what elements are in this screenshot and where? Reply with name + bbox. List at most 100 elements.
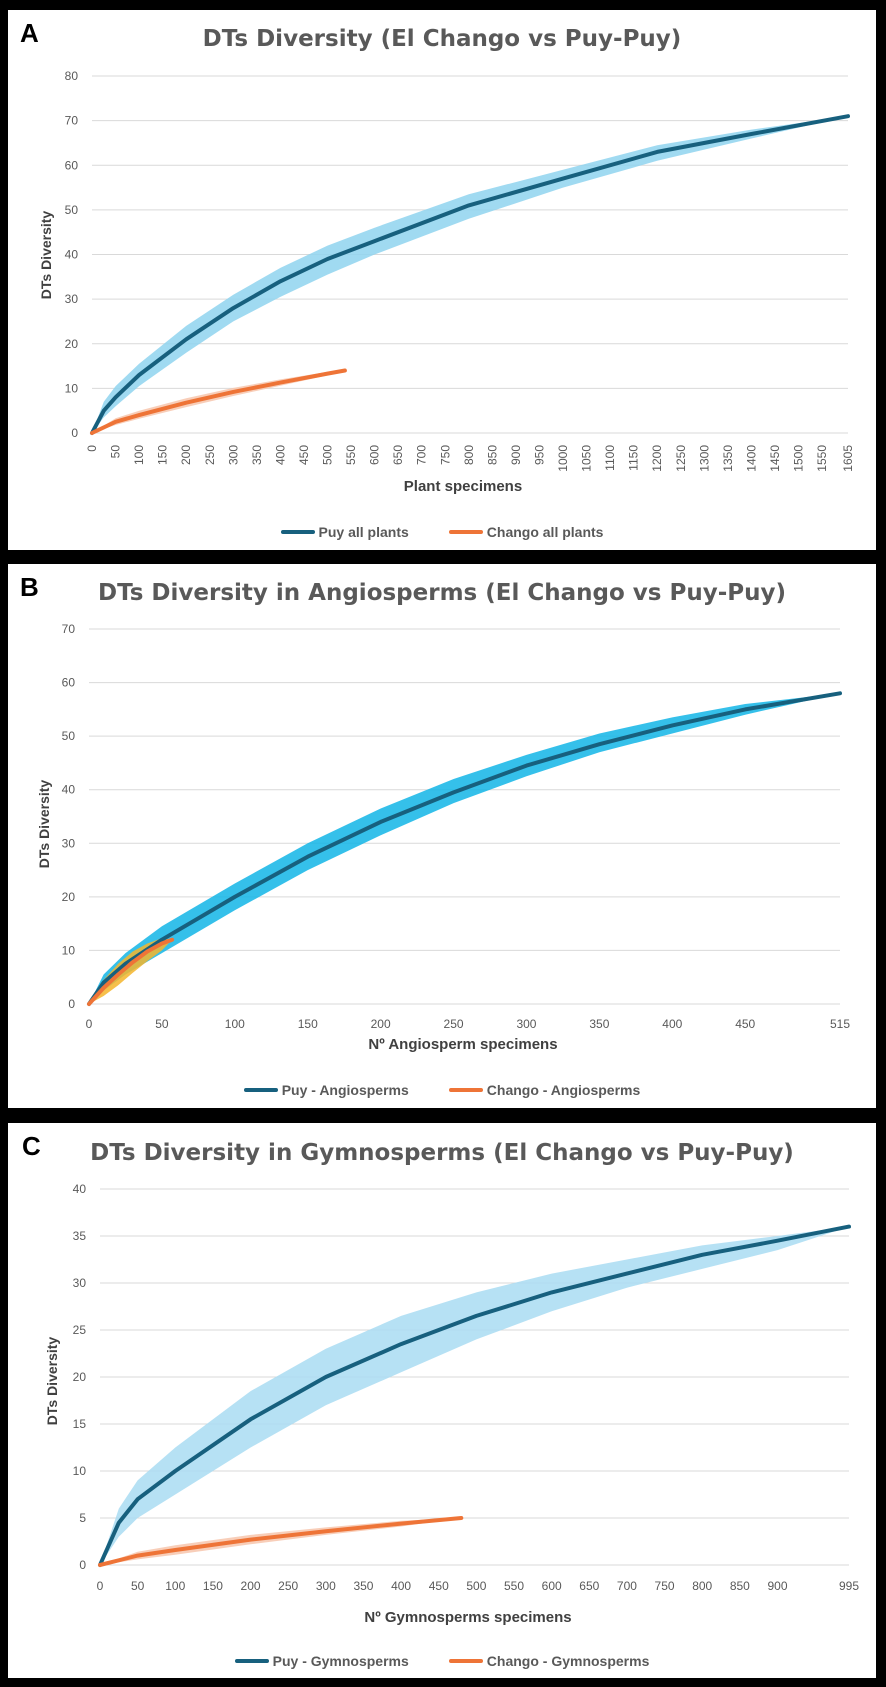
x-tick-label: 700	[415, 445, 429, 465]
x-tick-label: 850	[730, 1579, 750, 1593]
x-tick-label: 900	[509, 445, 523, 465]
legend-item: Puy all plants	[280, 524, 409, 540]
legend-label: Puy all plants	[318, 524, 409, 540]
x-tick-label: 1150	[627, 445, 641, 471]
x-tick-label: 250	[203, 445, 217, 465]
x-tick-label: 1400	[744, 445, 758, 472]
x-tick-label: 700	[617, 1579, 637, 1593]
x-tick-label: 750	[438, 445, 452, 465]
y-tick-label: 40	[62, 783, 76, 797]
chart-title: DTs Diversity in Angiosperms (El Chango …	[98, 580, 786, 606]
series-line	[98, 1224, 851, 1567]
legend-item: Puy - Angiosperms	[243, 1082, 409, 1098]
confidence-band	[89, 938, 173, 1004]
x-tick-label: 400	[391, 1579, 411, 1593]
y-tick-label: 20	[73, 1370, 87, 1384]
legend: Puy - Angiosperms Chango - Angiosperms	[8, 1082, 876, 1098]
confidence-band	[100, 1226, 849, 1565]
x-tick-label: 1300	[697, 445, 711, 472]
x-tick-label: 1250	[674, 445, 688, 472]
y-tick-label: 50	[65, 203, 79, 217]
legend-swatch	[448, 1088, 483, 1092]
x-tick-label: 800	[692, 1579, 712, 1593]
x-tick-label: 1000	[556, 445, 570, 472]
legend-swatch	[280, 530, 315, 534]
y-tick-label: 40	[65, 248, 79, 262]
x-tick-label: 150	[203, 1579, 223, 1593]
y-tick-label: 60	[65, 158, 79, 172]
legend-swatch	[243, 1088, 278, 1092]
legend-label: Chango all plants	[486, 524, 604, 540]
legend-item: Chango - Gymnosperms	[448, 1653, 650, 1669]
chart-title: DTs Diversity in Gymnosperms (El Chango …	[90, 1140, 794, 1166]
x-tick-label: 0	[97, 1579, 104, 1593]
x-tick-label: 650	[391, 445, 405, 465]
x-tick-label: 500	[466, 1579, 486, 1593]
y-tick-label: 50	[62, 729, 76, 743]
x-tick-label: 900	[767, 1579, 787, 1593]
y-tick-label: 60	[62, 676, 76, 690]
x-tick-label: 300	[316, 1579, 336, 1593]
y-tick-label: 20	[65, 337, 79, 351]
x-tick-label: 150	[156, 445, 170, 465]
x-tick-label: 400	[662, 1017, 682, 1031]
legend-label: Puy - Angiosperms	[281, 1082, 409, 1098]
x-tick-label: 450	[735, 1017, 755, 1031]
y-tick-label: 30	[62, 836, 76, 850]
x-tick-label: 100	[165, 1579, 185, 1593]
legend-label: Chango - Gymnosperms	[486, 1653, 650, 1669]
x-tick-label: 400	[273, 445, 287, 465]
legend-label: Chango - Angiosperms	[486, 1082, 641, 1098]
x-tick-label: 0	[86, 1017, 93, 1031]
x-tick-label: 515	[830, 1017, 850, 1031]
y-tick-label: 30	[73, 1276, 87, 1290]
x-tick-label: 1500	[792, 445, 806, 472]
x-tick-label: 550	[504, 1579, 524, 1593]
x-tick-label: 550	[344, 445, 358, 465]
x-tick-label: 600	[542, 1579, 562, 1593]
panel-label: C	[22, 1131, 41, 1161]
confidence-band	[89, 693, 840, 1004]
x-tick-label: 1350	[721, 445, 735, 472]
x-tick-label: 100	[225, 1017, 245, 1031]
x-tick-label: 50	[109, 445, 123, 459]
y-tick-label: 10	[65, 381, 79, 395]
chart-title: DTs Diversity (El Chango vs Puy-Puy)	[202, 26, 682, 52]
x-tick-label: 50	[131, 1579, 145, 1593]
x-tick-label: 750	[655, 1579, 675, 1593]
y-tick-label: 0	[71, 426, 78, 440]
x-axis-label: Nº Gymnosperms specimens	[364, 1609, 572, 1626]
x-tick-label: 450	[429, 1579, 449, 1593]
x-tick-label: 1100	[603, 445, 617, 471]
x-tick-label: 150	[298, 1017, 318, 1031]
y-tick-label: 25	[73, 1323, 87, 1337]
panel-b: B DTs Diversity in Angiosperms (El Chang…	[8, 564, 876, 1108]
y-tick-label: 20	[62, 890, 76, 904]
x-tick-label: 350	[589, 1017, 609, 1031]
series-line	[87, 937, 175, 1006]
x-axis-label: Nº Angiosperm specimens	[368, 1036, 558, 1053]
x-tick-label: 1550	[815, 445, 829, 472]
legend-label: Puy - Gymnosperms	[272, 1653, 409, 1669]
x-tick-label: 650	[579, 1579, 599, 1593]
x-tick-label: 50	[155, 1017, 169, 1031]
legend-swatch	[448, 530, 483, 534]
panel-label: A	[20, 18, 39, 48]
x-tick-label: 200	[241, 1579, 261, 1593]
x-tick-label: 1450	[768, 445, 782, 472]
x-tick-label: 1200	[650, 445, 664, 472]
y-tick-label: 70	[62, 622, 76, 636]
x-tick-label: 800	[462, 445, 476, 465]
series-line	[87, 691, 842, 1006]
y-tick-label: 10	[62, 943, 76, 957]
series-line	[90, 368, 347, 435]
legend: Puy all plants Chango all plants	[8, 524, 876, 540]
x-tick-label: 1605	[841, 445, 855, 472]
x-tick-label: 500	[321, 445, 335, 465]
chart-plot: 0 10 20 30 40 50 60 70 0 50 100 150 200 250 300 350 400 4…	[62, 622, 851, 1031]
x-tick-label: 450	[297, 445, 311, 465]
y-tick-label: 0	[68, 997, 75, 1011]
y-tick-label: 70	[65, 114, 79, 128]
